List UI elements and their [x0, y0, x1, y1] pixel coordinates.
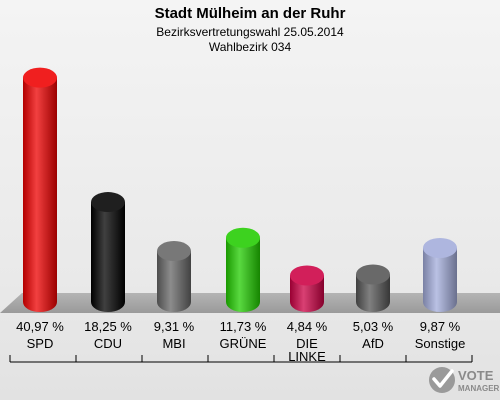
value-label-sonstige: 9,87 % — [420, 319, 461, 334]
bar-afd — [356, 264, 390, 312]
bar-gruene — [226, 227, 260, 312]
value-labels-group: 40,97 % 18,25 % 9,31 % 11,73 % 4,84 % 5,03 % 9… — [16, 319, 461, 334]
value-label-cdu: 18,25 % — [84, 319, 132, 334]
logo-manager: MANAGER — [458, 384, 500, 393]
logo-vote: VOTE — [458, 368, 494, 383]
bars-group — [23, 67, 457, 313]
value-label-gruene: 11,73 % — [220, 319, 267, 334]
category-label-mbi: MBI — [162, 336, 185, 351]
value-label-afd: 5,03 % — [353, 319, 394, 334]
category-label-spd: SPD — [27, 336, 54, 351]
bar-spd — [23, 67, 57, 313]
chart-title: Stadt Mülheim an der Ruhr — [155, 5, 346, 22]
category-labels-group: SPD CDU MBI GRÜNE DIE LINKE AfD Sonstige — [27, 336, 466, 364]
value-label-mbi: 9,31 % — [154, 319, 195, 334]
bar-cdu — [91, 192, 125, 312]
category-label-gruene: GRÜNE — [220, 336, 267, 351]
category-baseline — [9, 355, 473, 363]
bar-mbi — [157, 241, 191, 312]
chart-subtitle: Bezirksvertretungswahl 25.05.2014 — [156, 25, 344, 39]
category-label-cdu: CDU — [94, 336, 122, 351]
category-label-die-linke: DIE LINKE — [288, 336, 326, 364]
bar-sonstige — [423, 237, 457, 312]
value-label-spd: 40,97 % — [16, 319, 64, 334]
bar-die-linke — [290, 265, 324, 312]
chart-subtitle-2: Wahlbezirk 034 — [209, 40, 292, 54]
category-label-sonstige: Sonstige — [415, 336, 466, 351]
category-label-afd: AfD — [362, 336, 384, 351]
value-label-die-linke: 4,84 % — [287, 319, 328, 334]
vote-manager-check-icon — [429, 367, 455, 393]
vote-manager-logo: VOTE MANAGER — [429, 367, 500, 393]
